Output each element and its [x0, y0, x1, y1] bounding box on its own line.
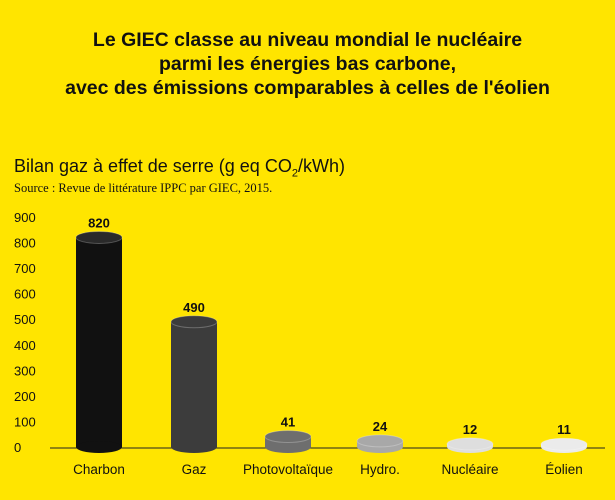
- bar: [170, 315, 218, 453]
- y-axis: 0 100 200 300 400 500 600 700 800 900: [14, 210, 605, 455]
- headline-line-1: Le GIEC classe au niveau mondial le nucl…: [92, 29, 523, 51]
- x-category-label: Gaz: [182, 462, 207, 477]
- y-tick-label: 0: [14, 440, 21, 455]
- bar: [446, 437, 494, 453]
- source-note: Source : Revue de littérature IPPC par G…: [14, 181, 273, 195]
- x-category-label: Photovoltaïque: [243, 462, 333, 477]
- x-category-label: Éolien: [545, 462, 583, 477]
- bar-top: [540, 437, 588, 451]
- bar-body: [171, 321, 217, 447]
- bar-top: [446, 437, 494, 451]
- headline: Le GIEC classe au niveau mondial le nucl…: [0, 28, 615, 100]
- bars: 820 Charbon 490 Gaz 41 Photovoltaïque 24 Hydro.…: [73, 215, 588, 477]
- y-tick-label: 300: [14, 363, 36, 378]
- bar: [75, 230, 123, 453]
- bar-value-label: 12: [463, 422, 477, 437]
- bar-base: [76, 441, 122, 453]
- bar-value-label: 820: [88, 215, 110, 230]
- bar: [540, 437, 588, 453]
- bar-value-label: 490: [183, 300, 205, 315]
- y-tick-label: 200: [14, 389, 36, 404]
- x-category-label: Nucléaire: [441, 462, 498, 477]
- chart-subtitle: Bilan gaz à effet de serre (g eq CO2/kWh…: [14, 156, 345, 180]
- bar-value-label: 11: [557, 422, 571, 437]
- bar-top: [75, 230, 123, 244]
- bar: [356, 434, 404, 453]
- y-tick-label: 500: [14, 312, 36, 327]
- bar-value-label: 41: [281, 415, 295, 430]
- bar-body: [76, 237, 122, 447]
- y-tick-label: 100: [14, 414, 36, 429]
- subtitle-unit: /kWh): [297, 156, 345, 176]
- x-category-label: Hydro.: [360, 462, 400, 477]
- x-category-label: Charbon: [73, 462, 125, 477]
- bar: [264, 430, 312, 453]
- subtitle-subscript: 2: [291, 167, 298, 180]
- y-tick-label: 700: [14, 261, 36, 276]
- bar-value-label: 24: [373, 419, 388, 434]
- bar-top: [264, 430, 312, 444]
- headline-line-3: avec des émissions comparables à celles …: [65, 77, 550, 99]
- bar-top: [356, 434, 404, 448]
- bar-top: [170, 315, 218, 329]
- headline-line-2: parmi les énergies bas carbone,: [159, 53, 456, 75]
- y-tick-label: 900: [14, 210, 36, 225]
- y-tick-label: 800: [14, 236, 36, 251]
- bar-base: [171, 441, 217, 453]
- subtitle-text: Bilan gaz à effet de serre (g eq CO: [14, 156, 292, 176]
- y-tick-label: 400: [14, 338, 36, 353]
- bar-base: [265, 441, 311, 453]
- y-tick-label: 600: [14, 287, 36, 302]
